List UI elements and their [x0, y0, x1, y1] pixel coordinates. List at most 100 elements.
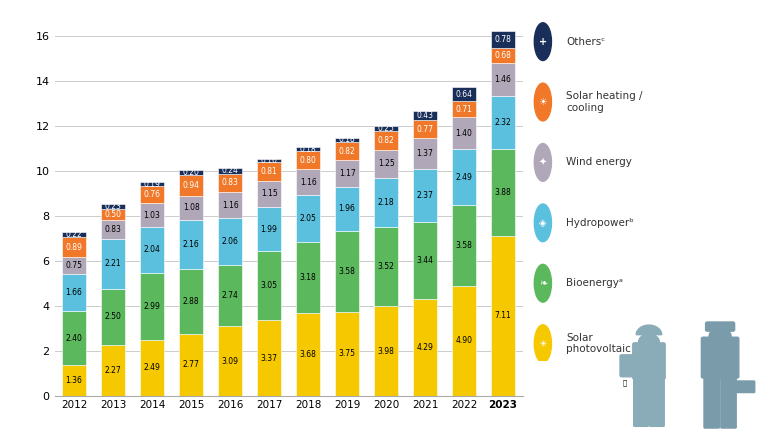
Text: 0.94: 0.94 — [183, 181, 200, 190]
Bar — [218, 173, 242, 192]
Bar — [296, 195, 320, 242]
Text: 🔧: 🔧 — [623, 379, 627, 386]
Bar — [179, 175, 203, 196]
Text: 1.17: 1.17 — [339, 169, 356, 178]
Text: 0.68: 0.68 — [495, 51, 512, 60]
Bar — [140, 203, 164, 227]
Text: 2.05: 2.05 — [300, 214, 317, 223]
Bar — [62, 237, 86, 257]
Text: 0.75: 0.75 — [66, 261, 83, 270]
Text: 3.18: 3.18 — [300, 273, 317, 282]
Text: Hydropowerᵇ: Hydropowerᵇ — [566, 218, 634, 228]
Text: 2.32: 2.32 — [495, 118, 512, 127]
Bar — [218, 265, 242, 326]
Text: 0.82: 0.82 — [378, 136, 395, 145]
Text: 2.27: 2.27 — [105, 366, 122, 375]
Text: ☀: ☀ — [538, 339, 548, 348]
Bar — [101, 289, 125, 345]
Bar — [335, 187, 359, 231]
Circle shape — [534, 23, 551, 61]
Text: 4.29: 4.29 — [417, 343, 434, 352]
Text: 2.99: 2.99 — [144, 302, 161, 311]
Text: 0.77: 0.77 — [417, 125, 434, 134]
Text: 1.08: 1.08 — [183, 203, 200, 213]
Bar — [296, 313, 320, 396]
Bar — [140, 340, 164, 396]
Bar — [101, 220, 125, 239]
Bar — [257, 207, 281, 251]
Bar — [491, 96, 515, 149]
Text: 0.18: 0.18 — [339, 136, 356, 144]
Bar — [218, 192, 242, 218]
Text: 1.15: 1.15 — [261, 189, 278, 198]
Bar — [296, 242, 320, 313]
Bar — [335, 142, 359, 161]
Bar — [374, 150, 398, 178]
Text: 0.43: 0.43 — [417, 111, 434, 120]
FancyBboxPatch shape — [633, 343, 665, 379]
Text: 2.18: 2.18 — [378, 198, 395, 207]
FancyBboxPatch shape — [701, 337, 739, 378]
Text: 1.03: 1.03 — [144, 211, 161, 220]
Text: Solar
photovoltaic: Solar photovoltaic — [566, 333, 631, 355]
Bar — [374, 178, 398, 227]
Bar — [335, 138, 359, 142]
Bar — [335, 312, 359, 396]
Text: Wind energy: Wind energy — [566, 158, 632, 168]
Text: 2.49: 2.49 — [144, 363, 161, 373]
Circle shape — [534, 325, 551, 363]
Text: ❧: ❧ — [539, 278, 547, 288]
Bar — [296, 147, 320, 151]
Text: 0.64: 0.64 — [456, 90, 473, 99]
Bar — [179, 170, 203, 175]
Bar — [218, 218, 242, 265]
Bar — [452, 286, 476, 396]
Text: 0.76: 0.76 — [144, 191, 161, 199]
FancyBboxPatch shape — [650, 377, 665, 426]
Text: 0.89: 0.89 — [66, 242, 83, 252]
Bar — [413, 138, 437, 169]
Bar — [179, 334, 203, 396]
Bar — [179, 269, 203, 334]
Text: 2.50: 2.50 — [105, 312, 122, 321]
Bar — [62, 365, 86, 396]
Bar — [413, 169, 437, 222]
Bar — [62, 232, 86, 237]
Text: 2.37: 2.37 — [417, 191, 434, 200]
Bar — [413, 222, 437, 299]
FancyBboxPatch shape — [721, 376, 736, 428]
Text: 1.96: 1.96 — [339, 204, 356, 213]
Text: 0.19: 0.19 — [144, 180, 161, 189]
Text: Bioenergyᵃ: Bioenergyᵃ — [566, 278, 623, 288]
Text: 3.98: 3.98 — [378, 347, 395, 356]
FancyBboxPatch shape — [706, 322, 735, 331]
Bar — [179, 220, 203, 269]
Text: 0.78: 0.78 — [495, 35, 512, 44]
Bar — [101, 204, 125, 209]
Bar — [140, 182, 164, 187]
Text: 3.58: 3.58 — [456, 241, 473, 250]
Text: 0.22: 0.22 — [66, 230, 83, 239]
Bar — [296, 169, 320, 195]
Text: 3.52: 3.52 — [378, 262, 395, 271]
Text: 3.88: 3.88 — [495, 188, 512, 197]
Bar — [101, 239, 125, 289]
Bar — [374, 227, 398, 306]
Bar — [335, 161, 359, 187]
Bar — [491, 63, 515, 96]
Bar — [452, 87, 476, 102]
Text: +: + — [539, 37, 547, 47]
Text: 0.71: 0.71 — [456, 105, 473, 114]
Text: 2.74: 2.74 — [222, 291, 239, 300]
Text: 1.37: 1.37 — [417, 149, 434, 158]
Bar — [257, 162, 281, 181]
Bar — [101, 209, 125, 220]
Bar — [374, 126, 398, 132]
Text: 0.50: 0.50 — [105, 210, 122, 219]
Bar — [491, 149, 515, 236]
Text: 7.11: 7.11 — [495, 312, 512, 320]
Text: 1.36: 1.36 — [66, 376, 83, 385]
Text: 3.75: 3.75 — [339, 349, 356, 358]
Bar — [413, 121, 437, 138]
FancyBboxPatch shape — [620, 355, 638, 377]
